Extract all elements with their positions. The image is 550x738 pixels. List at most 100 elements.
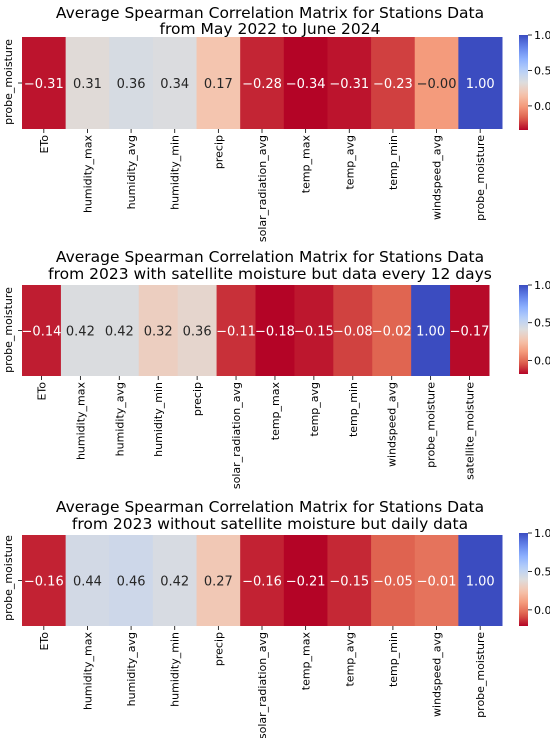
x-tick-label: ETo (38, 632, 51, 651)
colorbar-tick-label: 0.5 (534, 317, 550, 330)
cell-value-label: 1.00 (466, 77, 495, 92)
x-tick-label: windspeed_avg (431, 632, 444, 717)
x-tick-label: humidity_avg (113, 382, 126, 456)
x-tick-label: solar_radiation_avg (256, 135, 269, 242)
cell-value-label: −0.34 (286, 77, 326, 92)
heatmap-cell (65, 535, 110, 626)
x-tick-label: temp_min (387, 632, 400, 687)
colorbar-1: 0.0 0.5 1.0 (519, 29, 550, 130)
colorbar-tick-label: 0.0 (534, 354, 550, 367)
x-tick-label: precip (212, 632, 225, 666)
chart-title-1: Average Spearman Correlation Matrix for … (56, 4, 484, 22)
x-tick-label: windspeed_avg (431, 135, 444, 220)
cell-value-label: 0.34 (160, 77, 189, 92)
chart-subtitle-1: from May 2022 to June 2024 (160, 20, 381, 38)
cell-value-label: 0.46 (117, 575, 146, 590)
cell-value-label: 1.00 (416, 325, 445, 340)
x-tick-label: humidity_avg (125, 135, 138, 209)
x-tick-label: temp_max (300, 632, 313, 691)
colorbar-tick-label: 1.0 (534, 279, 550, 292)
x-tick-label: probe_moisture (474, 135, 487, 221)
colorbar-tick-label: 0.5 (534, 64, 550, 77)
x-tick-label: humidity_min (152, 382, 165, 457)
x-tick-label: solar_radiation_avg (256, 632, 269, 738)
x-tick-label: ETo (35, 382, 48, 401)
cell-value-label: −0.00 (417, 77, 457, 92)
heatmap-cell (99, 285, 140, 376)
cell-value-label: 0.44 (73, 575, 102, 590)
x-tick-label: temp_max (300, 135, 313, 194)
heatmap-cell (216, 285, 256, 376)
cell-value-label: −0.28 (242, 77, 282, 92)
cell-value-label: −0.08 (333, 325, 373, 340)
heatmap-panel-2: Average Spearman Correlation Matrix for … (2, 248, 550, 489)
heatmap-cells-1: −0.31 ETo 0.31 humidity_max 0.36 humidity_avg… (18, 37, 503, 242)
x-tick-label: humidity_avg (125, 632, 138, 706)
colorbar-gradient (519, 285, 528, 374)
cell-value-label: 0.27 (204, 575, 233, 590)
heatmap-cell (22, 535, 67, 626)
heatmap-cell (240, 535, 285, 626)
x-tick-label: probe_moisture (474, 632, 487, 718)
heatmap-cell (450, 285, 490, 376)
heatmap-cell (283, 535, 328, 626)
heatmap-cell (22, 37, 67, 129)
cell-value-label: 1.00 (466, 575, 495, 590)
cell-value-label: 0.17 (204, 77, 233, 92)
heatmap-cell (138, 285, 179, 376)
heatmap-cell (327, 535, 372, 626)
heatmap-cell (371, 535, 416, 626)
heatmap-cell (414, 535, 459, 626)
heatmap-cells-3: −0.16 ETo 0.44 humidity_max 0.46 humidity_avg… (18, 535, 503, 738)
heatmap-cell (283, 37, 328, 129)
x-tick-label: humidity_min (169, 632, 182, 707)
cell-value-label: 0.32 (144, 325, 173, 340)
heatmap-cell (196, 535, 241, 626)
heatmap-cell (60, 285, 101, 376)
heatmap-cell (414, 37, 459, 129)
heatmap-cell (109, 37, 154, 129)
cell-value-label: −0.11 (216, 325, 256, 340)
heatmap-cell (294, 285, 334, 376)
heatmap-cells-2: −0.14 ETo 0.42 humidity_max 0.42 humidity_avg… (18, 285, 490, 489)
heatmap-cell (458, 535, 503, 626)
x-tick-label: temp_avg (343, 135, 356, 190)
cell-value-label: 0.42 (66, 325, 95, 340)
colorbar-2: 0.0 0.5 1.0 (519, 279, 550, 374)
cell-value-label: −0.31 (329, 77, 369, 92)
y-axis-label-3: probe_moisture (2, 535, 15, 621)
heatmap-panel-3: Average Spearman Correlation Matrix for … (2, 498, 550, 738)
heatmap-cell (22, 285, 62, 376)
colorbar-tick-label: 1.0 (534, 527, 550, 540)
chart-subtitle-2: from 2023 with satellite moisture but da… (48, 265, 492, 283)
heatmap-cell (327, 37, 372, 129)
chart-subtitle-3: from 2023 without satellite moisture but… (72, 515, 468, 533)
heatmap-cell (152, 37, 198, 129)
y-axis-label-1: probe_moisture (2, 39, 15, 125)
chart-title-3: Average Spearman Correlation Matrix for … (56, 498, 484, 516)
x-tick-label: windspeed_avg (386, 382, 399, 467)
heatmap-cell (240, 37, 285, 129)
heatmap-cell (458, 37, 503, 129)
heatmap-cell (109, 535, 154, 626)
x-tick-label: ETo (38, 135, 51, 154)
x-tick-label: humidity_max (74, 382, 87, 461)
cell-value-label: −0.16 (242, 575, 282, 590)
colorbar-tick-label: 0.5 (534, 565, 550, 578)
heatmap-cell (65, 37, 110, 129)
heatmap-cell (196, 37, 241, 129)
cell-value-label: 0.42 (160, 575, 189, 590)
x-tick-label: temp_avg (343, 632, 356, 687)
cell-value-label: 0.36 (183, 325, 212, 340)
x-tick-label: solar_radiation_avg (230, 382, 243, 489)
x-tick-label: humidity_max (81, 632, 94, 711)
x-tick-label: temp_avg (308, 382, 321, 437)
cell-value-label: 0.42 (105, 325, 134, 340)
x-tick-label: temp_min (387, 135, 400, 190)
colorbar-gradient (519, 35, 528, 130)
x-tick-label: precip (191, 382, 204, 416)
cell-value-label: −0.15 (294, 325, 334, 340)
colorbar-tick-label: 0.0 (534, 604, 550, 617)
cell-value-label: −0.05 (373, 575, 413, 590)
